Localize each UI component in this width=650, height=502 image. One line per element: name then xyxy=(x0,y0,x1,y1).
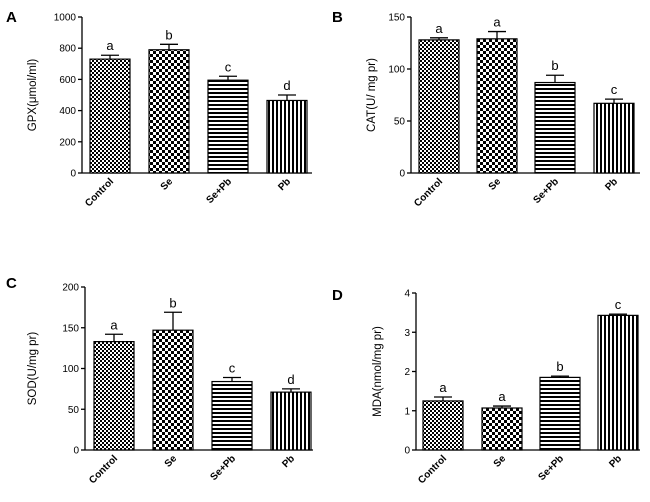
significance-letter: d xyxy=(287,372,294,387)
significance-letter: a xyxy=(110,317,118,332)
y-axis-label: GPX(μmol/ml) xyxy=(27,59,39,132)
y-tick-label: 0 xyxy=(73,446,79,457)
panel-letter: C xyxy=(6,275,17,292)
y-tick-label: 0 xyxy=(70,169,76,180)
chart-panel-d: D 0 1 2 3 4 MDA(nmol/mg pr) a Control a Se b Se+Pb c P… xyxy=(332,287,640,486)
bar-se-pb xyxy=(207,79,249,174)
significance-letter: c xyxy=(225,59,232,74)
significance-letter: a xyxy=(493,15,501,30)
y-tick-label: 0 xyxy=(399,169,405,180)
bar-se xyxy=(152,329,194,451)
bar-se xyxy=(481,407,523,451)
significance-letter: a xyxy=(435,21,443,36)
bar-pb xyxy=(593,102,635,174)
significance-letter: b xyxy=(556,359,563,374)
significance-letter: b xyxy=(551,58,558,73)
x-tick-label: Se xyxy=(159,176,176,193)
y-tick-label: 50 xyxy=(68,405,80,416)
bar-se xyxy=(476,38,518,174)
chart-panel-a: A 0 200 400 600 800 1000 GPX(μmol/ml) a Control b S… xyxy=(6,9,312,209)
x-tick-label: Control xyxy=(83,176,116,209)
significance-letter: a xyxy=(439,380,447,395)
bar-se-pb xyxy=(534,81,576,174)
x-tick-label: Se+Pb xyxy=(537,453,567,483)
x-tick-label: Control xyxy=(412,176,445,209)
x-tick-label: Se+Pb xyxy=(209,453,239,483)
y-tick-label: 3 xyxy=(404,328,410,339)
y-axis-label: CAT(U/ mg pr) xyxy=(366,58,378,132)
y-tick-label: 1000 xyxy=(54,13,77,24)
y-tick-label: 200 xyxy=(62,283,79,294)
y-tick-label: 100 xyxy=(62,364,79,375)
x-tick-label: Se+Pb xyxy=(532,176,562,206)
y-tick-label: 1 xyxy=(404,406,410,417)
bar-se-pb xyxy=(211,380,253,451)
significance-letter: c xyxy=(229,360,236,375)
x-tick-label: Se+Pb xyxy=(205,176,235,206)
y-tick-label: 200 xyxy=(59,137,76,148)
y-axis-label: SOD(U/mg pr) xyxy=(27,332,39,406)
x-tick-label: Control xyxy=(416,453,449,486)
chart-panel-b: B 0 50 100 150 CAT(U/ mg pr) a Control a Se b Se+Pb… xyxy=(332,9,640,209)
panel-letter: A xyxy=(6,9,17,26)
bar-control xyxy=(93,341,135,451)
y-tick-label: 4 xyxy=(404,289,410,300)
bar-control xyxy=(418,39,460,174)
x-tick-label: Control xyxy=(87,453,120,486)
significance-letter: c xyxy=(611,82,618,97)
bar-se-pb xyxy=(539,376,581,451)
x-tick-label: Pb xyxy=(276,176,293,193)
panel-letter: D xyxy=(332,287,343,304)
significance-letter: c xyxy=(615,297,622,312)
bar-pb xyxy=(266,99,308,174)
significance-letter: a xyxy=(498,389,506,404)
chart-panel-c: C 0 50 100 150 200 SOD(U/mg pr) a Control b Se c Se+… xyxy=(6,275,313,486)
x-tick-label: Pb xyxy=(280,453,297,470)
panel-letter: B xyxy=(332,9,343,26)
bar-pb xyxy=(270,391,312,451)
bar-control xyxy=(422,400,464,451)
bar-se xyxy=(148,49,190,174)
x-tick-label: Se xyxy=(487,176,504,193)
y-tick-label: 400 xyxy=(59,106,76,117)
x-tick-label: Pb xyxy=(603,176,620,193)
x-tick-label: Pb xyxy=(607,453,624,470)
y-tick-label: 800 xyxy=(59,44,76,55)
significance-letter: b xyxy=(169,295,176,310)
y-tick-label: 150 xyxy=(388,13,405,24)
x-tick-label: Se xyxy=(492,453,509,470)
y-tick-label: 2 xyxy=(404,367,410,378)
bar-control xyxy=(89,58,131,174)
significance-letter: b xyxy=(165,27,172,42)
y-tick-label: 0 xyxy=(404,446,410,457)
x-tick-label: Se xyxy=(163,453,180,470)
y-tick-label: 100 xyxy=(388,65,405,76)
y-axis-label: MDA(nmol/mg pr) xyxy=(372,326,384,417)
significance-letter: d xyxy=(283,78,290,93)
bar-pb xyxy=(597,314,639,451)
y-tick-label: 150 xyxy=(62,323,79,334)
significance-letter: a xyxy=(106,38,114,53)
y-tick-label: 600 xyxy=(59,75,76,86)
y-tick-label: 50 xyxy=(394,117,406,128)
